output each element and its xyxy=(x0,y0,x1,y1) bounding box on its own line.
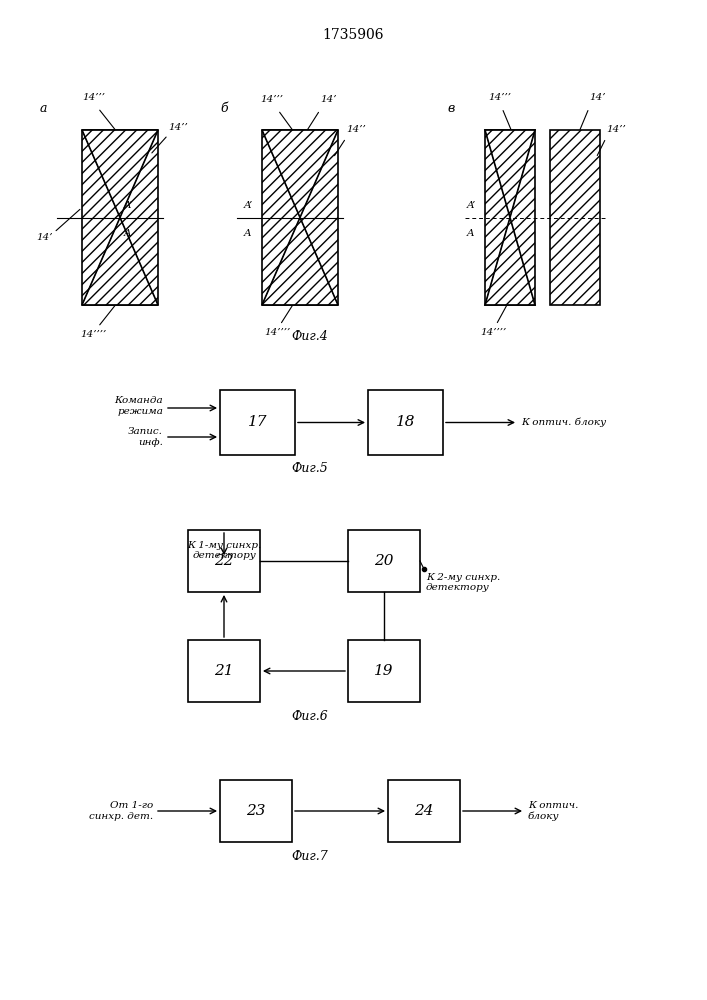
Text: 14’’’’: 14’’’’ xyxy=(264,328,291,337)
Text: 14’’’’: 14’’’’ xyxy=(480,328,506,337)
Text: 14’’: 14’’ xyxy=(168,123,188,132)
Text: К 2-му синхр.
детектору: К 2-му синхр. детектору xyxy=(426,573,501,592)
Text: A’: A’ xyxy=(467,200,477,210)
Bar xyxy=(188,530,260,592)
Bar xyxy=(220,780,292,842)
Text: К оптич. блоку: К оптич. блоку xyxy=(521,418,606,427)
Bar xyxy=(82,130,158,305)
Text: 14’: 14’ xyxy=(36,232,52,241)
Text: 14’’: 14’’ xyxy=(346,125,366,134)
Text: A’: A’ xyxy=(124,200,133,210)
Text: 14’’’: 14’’’ xyxy=(260,95,283,104)
Bar xyxy=(388,780,460,842)
Text: б: б xyxy=(220,102,228,115)
Bar xyxy=(220,390,295,455)
Text: в: в xyxy=(447,102,455,115)
Text: 14’: 14’ xyxy=(320,95,337,104)
Text: 14’’’: 14’’’ xyxy=(82,93,105,102)
Text: 14’: 14’ xyxy=(589,93,605,102)
Text: A: A xyxy=(124,229,132,237)
Polygon shape xyxy=(485,218,535,305)
Bar xyxy=(188,640,260,702)
Polygon shape xyxy=(82,130,158,218)
Text: Фиг.4: Фиг.4 xyxy=(291,330,328,343)
Bar xyxy=(348,640,420,702)
Text: Фиг.6: Фиг.6 xyxy=(291,710,328,723)
Text: 19: 19 xyxy=(374,664,394,678)
Text: A’: A’ xyxy=(244,200,253,210)
Text: 14’’: 14’’ xyxy=(606,125,626,134)
Bar xyxy=(262,130,338,305)
Text: 23: 23 xyxy=(246,804,266,818)
Bar xyxy=(550,130,600,305)
Bar xyxy=(368,390,443,455)
Text: а: а xyxy=(40,102,47,115)
Text: 24: 24 xyxy=(414,804,434,818)
Bar xyxy=(348,530,420,592)
Text: 14’’’: 14’’’ xyxy=(488,93,511,102)
Text: Фиг.5: Фиг.5 xyxy=(291,462,328,475)
Text: 17: 17 xyxy=(247,416,267,430)
Polygon shape xyxy=(262,218,338,305)
Text: Запис.
инф.: Запис. инф. xyxy=(128,427,163,447)
Text: 14’’’’: 14’’’’ xyxy=(80,330,106,339)
Polygon shape xyxy=(262,130,338,218)
Polygon shape xyxy=(485,130,535,218)
Text: 20: 20 xyxy=(374,554,394,568)
Text: От 1-го
синхр. дет.: От 1-го синхр. дет. xyxy=(89,801,153,821)
Text: 1735906: 1735906 xyxy=(322,28,384,42)
Polygon shape xyxy=(82,218,158,305)
Text: К 1-му синхр.
детектору: К 1-му синхр. детектору xyxy=(187,541,261,560)
Bar xyxy=(485,130,535,305)
Text: 18: 18 xyxy=(396,416,415,430)
Text: Команда
режима: Команда режима xyxy=(115,396,163,416)
Text: Фиг.7: Фиг.7 xyxy=(291,850,328,863)
Text: 21: 21 xyxy=(214,664,234,678)
Text: К оптич.
блоку: К оптич. блоку xyxy=(528,801,578,821)
Text: A: A xyxy=(244,229,252,237)
Text: A: A xyxy=(467,229,474,237)
Text: 22: 22 xyxy=(214,554,234,568)
